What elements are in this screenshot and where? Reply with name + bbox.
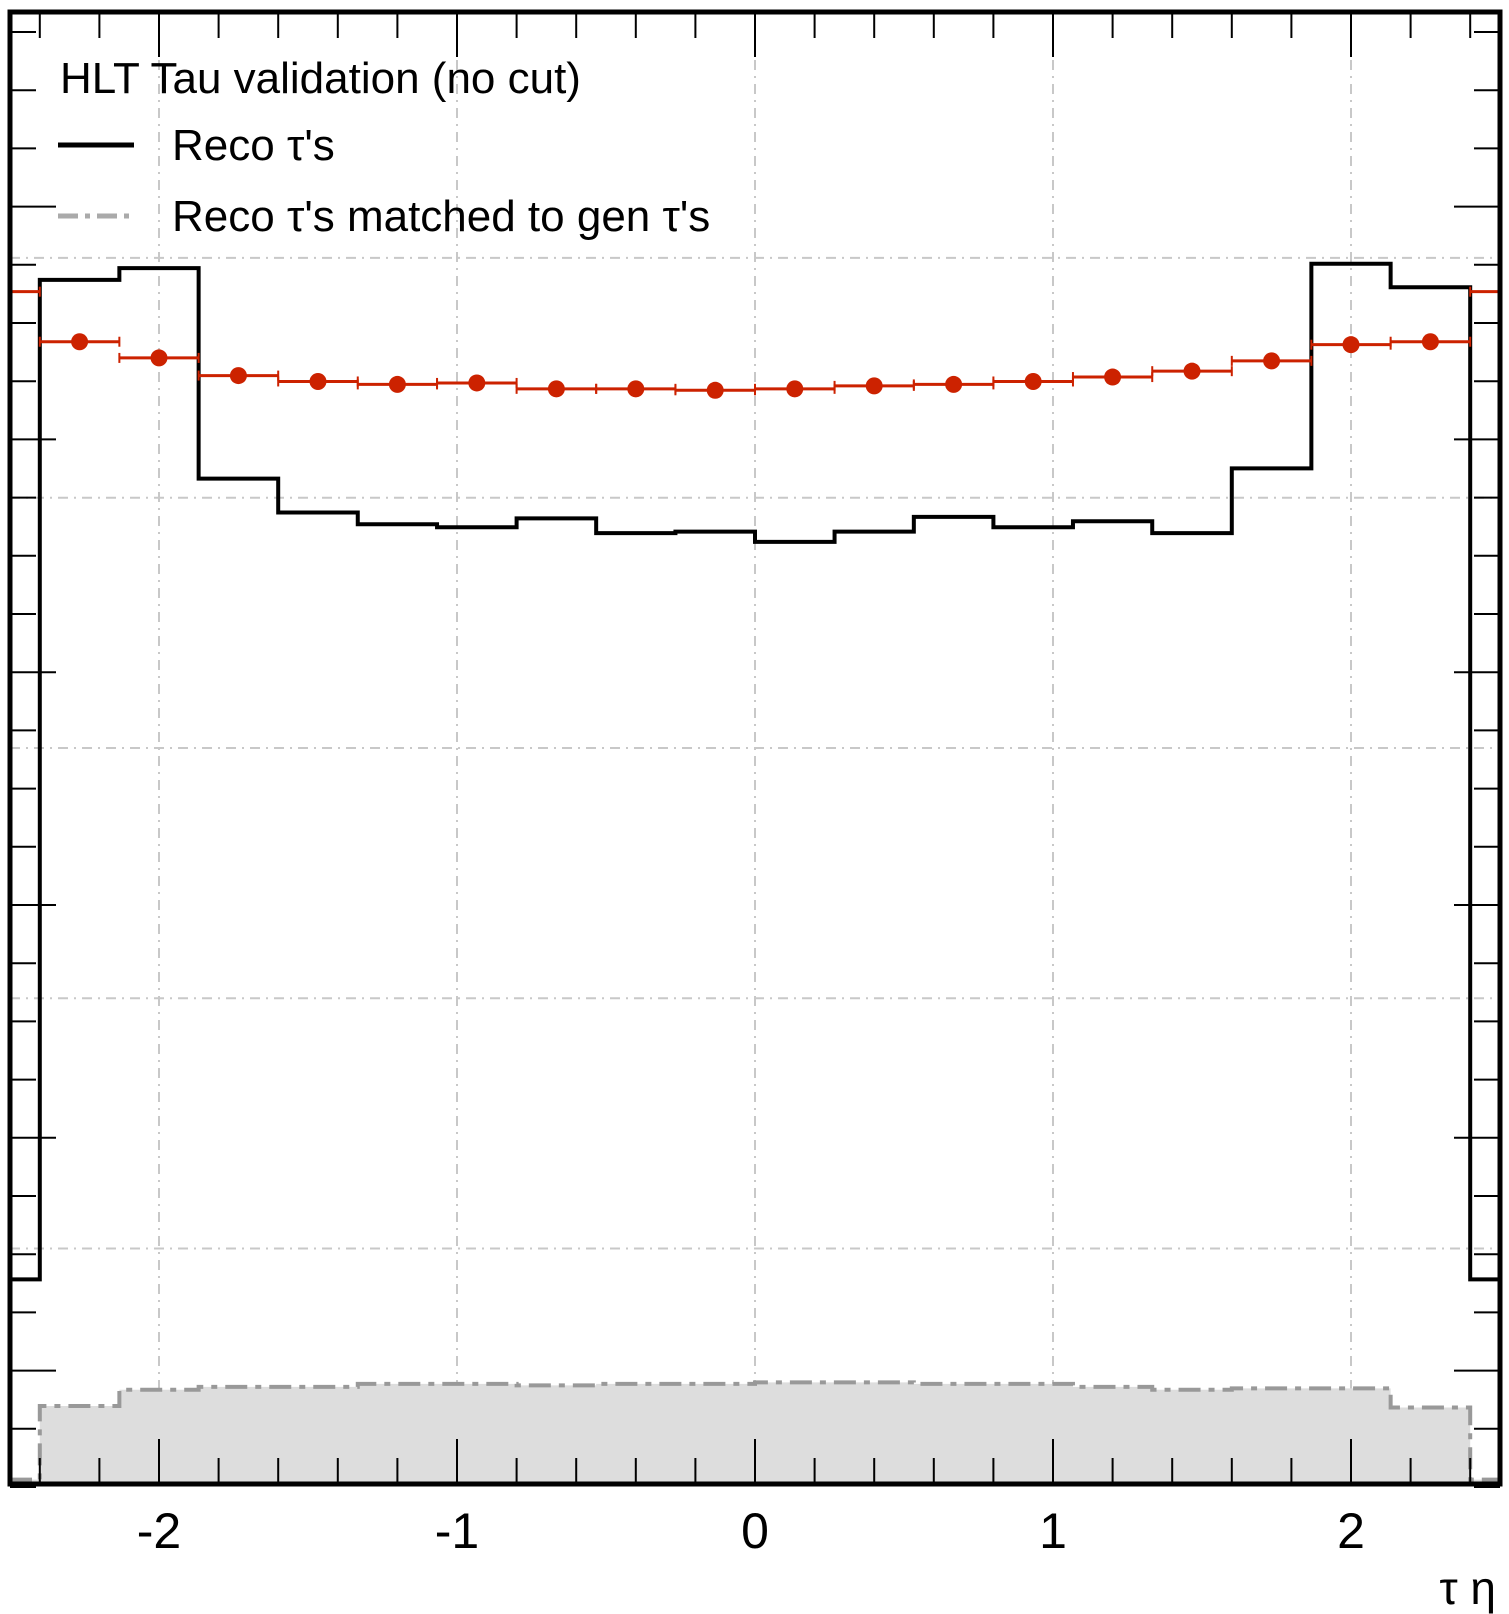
matched-fill (10, 1382, 1500, 1484)
x-tick-label: 2 (1337, 1503, 1365, 1559)
x-axis-label: τ η (1439, 1562, 1496, 1614)
efficiency-points (9, 286, 1501, 399)
data-point (118, 349, 200, 367)
point-marker (1104, 368, 1122, 386)
point-marker (706, 381, 724, 399)
data-point (1071, 368, 1154, 386)
point-marker (229, 367, 247, 385)
legend-label-matched: Reco τ's matched to gen τ's (172, 192, 710, 241)
reco-step-line (10, 261, 1500, 1282)
point-marker (1024, 372, 1042, 390)
point-marker (786, 380, 804, 398)
legend-label-reco: Reco τ's (172, 121, 335, 170)
point-marker (468, 374, 486, 392)
plot-frame (7, 9, 1503, 1487)
point-marker (309, 372, 327, 390)
point-marker (547, 380, 565, 398)
point-marker (627, 380, 645, 398)
point-marker (150, 349, 168, 367)
x-tick-label: 0 (741, 1503, 769, 1559)
reco-series (10, 261, 1500, 1282)
data-point (1230, 352, 1313, 370)
point-marker (1183, 362, 1201, 380)
grid-lines (10, 12, 1500, 1484)
point-marker (1263, 352, 1281, 370)
point-marker (71, 333, 89, 351)
matched-series (10, 1380, 1500, 1484)
x-tick-label: -1 (435, 1503, 479, 1559)
data-point (1389, 333, 1472, 351)
data-point (38, 333, 121, 351)
point-marker (865, 377, 883, 395)
axis-ticks (10, 12, 1500, 1488)
point-marker (1342, 336, 1360, 354)
data-point (595, 380, 677, 398)
data-point (197, 367, 280, 385)
data-point (1310, 336, 1392, 354)
point-marker (945, 375, 963, 393)
data-point (436, 374, 518, 392)
data-point (833, 377, 915, 395)
x-tick-label: 1 (1039, 1503, 1067, 1559)
matched-line (10, 1380, 1500, 1482)
data-point (912, 375, 995, 393)
x-tick-labels: -2 -1 0 1 2 (137, 1503, 1365, 1559)
data-point (992, 372, 1074, 390)
data-point (1151, 362, 1233, 380)
point-marker (388, 375, 406, 393)
legend: HLT Tau validation (no cut) Reco τ's Rec… (58, 54, 710, 241)
x-tick-label: -2 (137, 1503, 181, 1559)
legend-title: HLT Tau validation (no cut) (60, 54, 581, 103)
point-marker (1421, 333, 1439, 351)
